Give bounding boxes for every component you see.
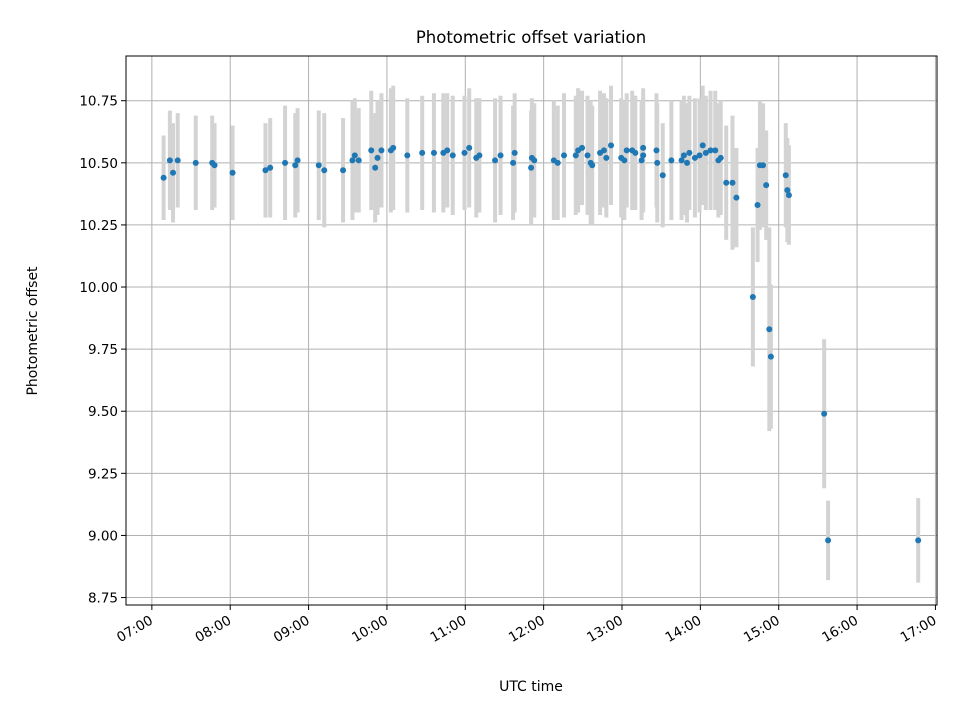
y-tick-label: 9.00 <box>88 528 118 544</box>
data-point <box>686 149 693 156</box>
data-point <box>321 167 328 174</box>
y-tick-label: 9.50 <box>88 404 118 420</box>
data-point <box>603 154 610 161</box>
y-tick-label: 10.50 <box>79 156 118 172</box>
y-tick-label: 9.25 <box>88 466 118 482</box>
y-tick-label: 10.25 <box>79 218 118 234</box>
data-point <box>638 157 645 164</box>
data-point <box>717 154 724 161</box>
data-point <box>430 149 437 156</box>
data-point <box>691 154 698 161</box>
data-point <box>733 194 740 201</box>
data-point <box>712 147 719 154</box>
data-point <box>653 147 660 154</box>
y-tick-label: 10.75 <box>79 94 118 110</box>
data-point <box>404 152 411 159</box>
data-point <box>696 152 703 159</box>
data-point <box>680 152 687 159</box>
data-point <box>492 157 499 164</box>
data-point <box>461 149 468 156</box>
data-point <box>723 179 730 186</box>
data-point <box>608 142 615 149</box>
data-point <box>668 157 675 164</box>
y-axis-label: Photometric offset <box>25 266 41 396</box>
data-point <box>784 187 791 194</box>
data-point <box>511 149 518 156</box>
data-point <box>782 172 789 179</box>
data-point <box>600 147 607 154</box>
plot-frame <box>125 55 938 606</box>
data-point <box>640 152 647 159</box>
data-point <box>763 182 770 189</box>
data-point <box>632 149 639 156</box>
data-point <box>678 157 685 164</box>
data-point <box>825 537 832 544</box>
data-point <box>368 147 375 154</box>
data-point <box>294 157 301 164</box>
data-point <box>623 147 630 154</box>
y-axis-ticks: 8.75 9.00 9.25 9.50 9.75 10.00 10.25 10.50 10.75 <box>79 94 126 607</box>
data-point <box>821 410 828 417</box>
data-point <box>702 149 709 156</box>
data-point <box>584 152 591 159</box>
data-point <box>282 159 289 166</box>
data-point <box>390 144 397 151</box>
data-points <box>160 142 922 544</box>
data-point <box>476 152 483 159</box>
y-tick-label: 9.75 <box>88 342 118 358</box>
data-point <box>466 144 473 151</box>
data-point <box>528 164 535 171</box>
data-point <box>760 162 767 169</box>
data-point <box>749 293 756 300</box>
data-point <box>699 142 706 149</box>
data-point <box>340 167 347 174</box>
data-point <box>351 152 358 159</box>
y-tick-label: 8.75 <box>88 591 118 607</box>
data-point <box>315 162 322 169</box>
data-point <box>589 162 596 169</box>
data-point <box>554 159 561 166</box>
data-point <box>531 157 538 164</box>
data-point <box>419 149 426 156</box>
data-point <box>766 326 773 333</box>
data-point <box>378 147 385 154</box>
data-point <box>497 152 504 159</box>
data-point <box>654 159 661 166</box>
data-point <box>262 167 269 174</box>
data-point <box>229 169 236 176</box>
data-point <box>915 537 922 544</box>
data-point <box>707 147 714 154</box>
data-point <box>785 192 792 199</box>
data-point <box>372 164 379 171</box>
chart-title: Photometric offset variation <box>416 28 646 47</box>
data-point <box>211 162 218 169</box>
data-point <box>174 157 181 164</box>
data-point <box>349 157 356 164</box>
data-point <box>192 159 199 166</box>
data-point <box>659 172 666 179</box>
data-point <box>579 144 586 151</box>
data-point <box>170 169 177 176</box>
data-point <box>444 147 451 154</box>
data-point <box>449 152 456 159</box>
data-point <box>166 157 173 164</box>
data-point <box>729 179 736 186</box>
data-point <box>510 159 517 166</box>
data-point <box>684 159 691 166</box>
data-point <box>374 154 381 161</box>
data-point <box>355 157 362 164</box>
data-point <box>640 144 647 151</box>
data-point <box>160 174 167 181</box>
x-axis-label: UTC time <box>499 679 563 695</box>
data-point <box>754 202 761 209</box>
data-point <box>572 152 579 159</box>
data-point <box>292 162 299 169</box>
data-point <box>621 157 628 164</box>
data-point <box>561 152 568 159</box>
data-point <box>767 353 774 360</box>
y-tick-label: 10.00 <box>79 280 118 296</box>
data-point <box>267 164 274 171</box>
